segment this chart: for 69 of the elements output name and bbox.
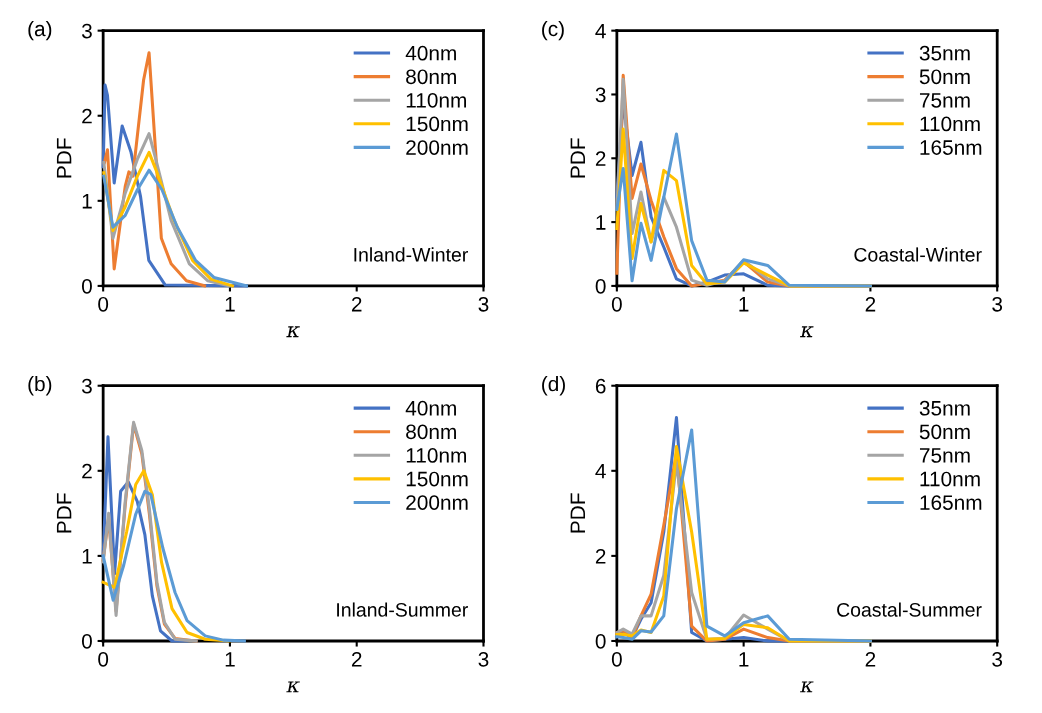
- y-axis-title: PDF: [56, 138, 72, 178]
- annotation: Inland-Winter: [354, 247, 468, 262]
- x-tick-label: 3: [478, 651, 489, 667]
- y-tick-label: 1: [596, 215, 606, 230]
- x-tick-label: 0: [98, 296, 109, 312]
- x-tick-label: 2: [865, 651, 876, 667]
- legend-label: 50nm: [919, 69, 970, 85]
- x-tick-label: 2: [865, 296, 876, 312]
- y-tick-label: 1: [82, 194, 92, 209]
- y-tick-label: 2: [595, 548, 606, 564]
- annotation: Inland-Summer: [337, 602, 468, 617]
- x-axis-title: κ: [800, 326, 814, 338]
- legend-label: 35nm: [919, 45, 970, 61]
- y-tick-label: 0: [595, 633, 606, 649]
- y-tick-label: 2: [82, 463, 92, 479]
- chart-title: (b): [28, 376, 52, 396]
- legend-label: 150nm: [406, 116, 468, 132]
- y-tick-label: 3: [81, 23, 92, 39]
- y-tick-label: 0: [81, 278, 92, 294]
- x-tick-label: 0: [611, 651, 622, 667]
- y-axis-title: PDF: [570, 138, 585, 178]
- x-tick-label: 2: [351, 296, 362, 312]
- chart-title: (a): [28, 20, 52, 41]
- chart-title: (c): [542, 20, 564, 41]
- x-tick-label: 1: [225, 652, 235, 667]
- legend-label: 200nm: [406, 140, 468, 155]
- legend-label: 165nm: [920, 140, 982, 155]
- x-axis-title: κ: [286, 326, 300, 338]
- legend-label: 150nm: [406, 471, 468, 487]
- x-tick-label: 3: [992, 651, 1003, 667]
- y-tick-label: 2: [82, 108, 92, 124]
- y-axis-title: PDF: [56, 493, 72, 533]
- x-axis-title: κ: [800, 681, 814, 693]
- y-tick-label: 4: [595, 464, 606, 479]
- legend-label: 40nm: [405, 400, 456, 416]
- chart-title: (d): [542, 376, 565, 396]
- legend-label: 110nm: [406, 448, 466, 463]
- y-tick-label: 1: [82, 549, 92, 564]
- legend-label: 40nm: [405, 45, 456, 61]
- y-tick-label: 3: [595, 87, 606, 103]
- x-tick-label: 2: [351, 651, 362, 667]
- legend-label: 110nm: [920, 471, 980, 487]
- y-tick-label: 3: [81, 378, 92, 394]
- y-axis-title: PDF: [570, 493, 585, 533]
- legend-label: 110nm: [920, 116, 980, 132]
- x-tick-label: 1: [739, 652, 749, 667]
- legend-label: 35nm: [919, 400, 970, 416]
- x-tick-label: 3: [478, 296, 489, 312]
- legend-label: 110nm: [406, 92, 466, 108]
- y-tick-label: 0: [595, 278, 606, 294]
- y-tick-label: 0: [81, 633, 92, 649]
- legend-label: 80nm: [406, 69, 456, 85]
- x-tick-label: 3: [992, 296, 1003, 312]
- x-axis-title: κ: [286, 681, 300, 693]
- legend-label: 165nm: [920, 495, 982, 510]
- legend-label: 75nm: [919, 448, 970, 463]
- y-tick-label: 4: [595, 23, 606, 39]
- x-tick-label: 0: [98, 651, 109, 667]
- x-tick-label: 0: [611, 296, 622, 312]
- legend-label: 75nm: [919, 93, 970, 108]
- x-tick-label: 1: [739, 297, 749, 312]
- annotation: Coastal-Winter: [854, 247, 982, 262]
- y-tick-label: 6: [595, 378, 606, 394]
- x-tick-label: 1: [225, 297, 235, 312]
- legend-label: 80nm: [406, 424, 456, 440]
- legend-label: 50nm: [919, 424, 970, 440]
- y-tick-label: 2: [595, 151, 606, 166]
- legend-label: 200nm: [406, 495, 468, 510]
- annotation: Coastal-Summer: [837, 602, 982, 617]
